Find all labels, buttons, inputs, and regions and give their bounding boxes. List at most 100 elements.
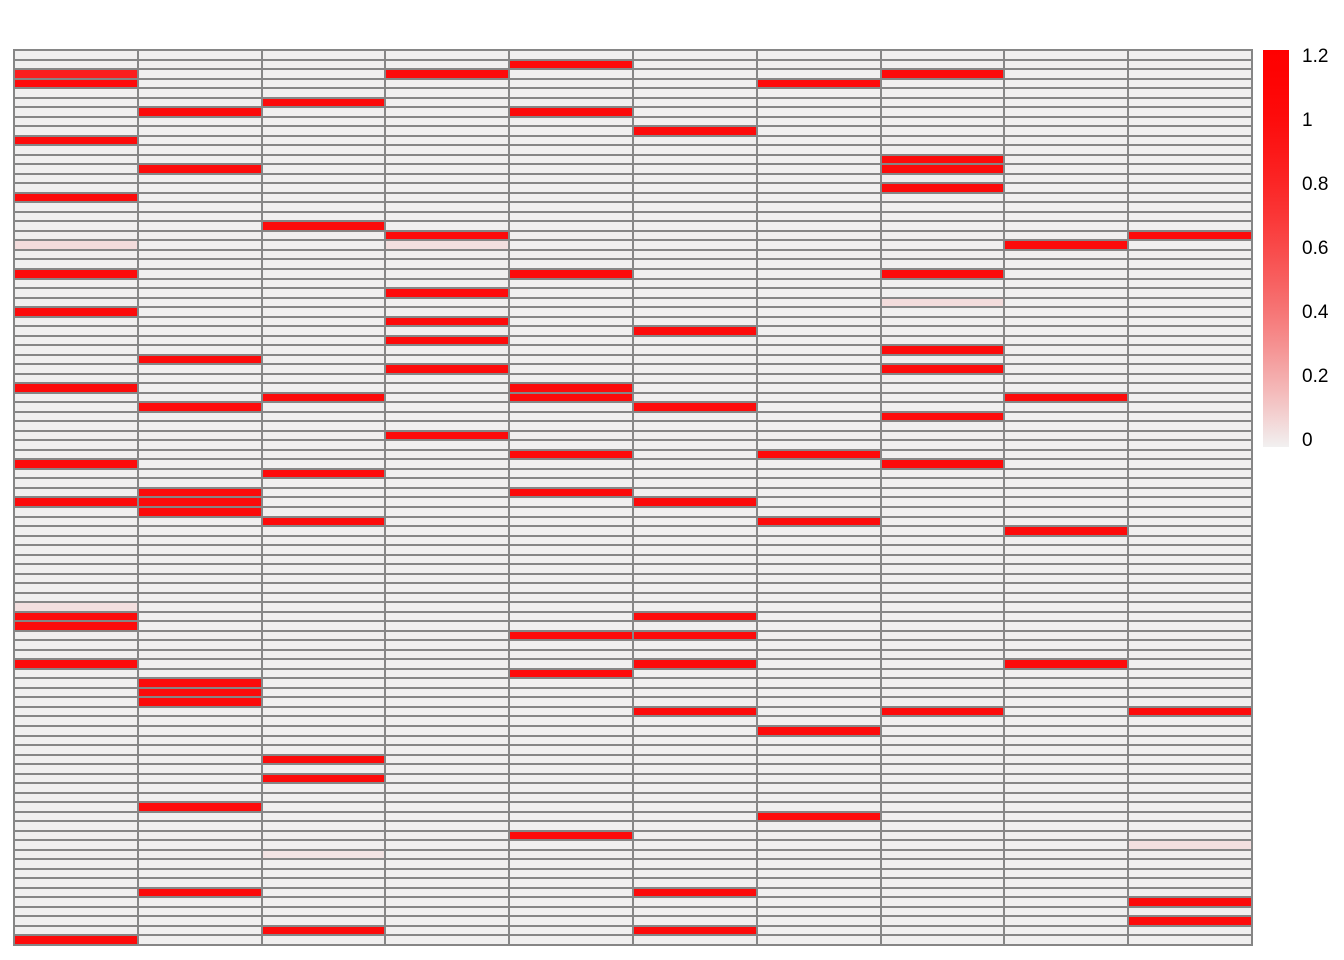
- colorbar-legend: 1.2 1 0.8 0.6 0.4 0.2 0: [1263, 47, 1328, 450]
- heatmap-cell: [510, 431, 632, 440]
- heatmap-cell: [138, 746, 261, 754]
- heatmap-cell: [386, 174, 509, 183]
- heatmap-cell: [1005, 365, 1128, 373]
- heatmap-cell: [1005, 336, 1128, 345]
- heatmap-cell: [881, 736, 1004, 745]
- heatmap-cell: [138, 926, 261, 935]
- heatmap-cell: [510, 412, 632, 421]
- heatmap-cell-value: [386, 231, 509, 240]
- heatmap-cell: [1005, 127, 1128, 135]
- heatmap-cell: [510, 527, 632, 535]
- heatmap-cell: [1005, 822, 1128, 830]
- heatmap-cell: [1005, 308, 1128, 316]
- heatmap-cell: [262, 250, 385, 259]
- heatmap-cell: [15, 89, 137, 97]
- heatmap-cell-value: [262, 755, 385, 764]
- heatmap-cell: [634, 574, 756, 583]
- heatmap-cell: [1005, 441, 1128, 449]
- heatmap-cell: [1129, 384, 1251, 392]
- heatmap-cell: [15, 831, 137, 840]
- heatmap-cell: [634, 669, 756, 678]
- heatmap-cell: [1129, 812, 1251, 821]
- heatmap-cell: [757, 574, 880, 583]
- heatmap-cell: [634, 841, 756, 849]
- heatmap-cell: [386, 146, 509, 154]
- heatmap-cell: [510, 89, 632, 97]
- heatmap-cell: [386, 565, 509, 573]
- heatmap-cell: [386, 622, 509, 630]
- heatmap-cell: [881, 193, 1004, 202]
- heatmap-cell: [1005, 431, 1128, 440]
- heatmap-cell: [634, 603, 756, 611]
- heatmap-cell: [1129, 936, 1251, 944]
- heatmap-cell: [15, 108, 137, 116]
- heatmap-cell: [15, 174, 137, 183]
- heatmap-cell: [386, 155, 509, 164]
- heatmap-cell: [1005, 222, 1128, 230]
- heatmap-cell: [262, 412, 385, 421]
- heatmap-cell: [757, 422, 880, 430]
- heatmap-cell: [1129, 260, 1251, 268]
- heatmap-cell: [1005, 70, 1128, 78]
- heatmap-cell: [1129, 79, 1251, 88]
- heatmap-cell: [262, 269, 385, 278]
- colorbar-tick-label: 0.8: [1302, 174, 1329, 196]
- heatmap-cell: [634, 546, 756, 554]
- heatmap-cell-value: [881, 412, 1004, 421]
- heatmap-cell: [881, 546, 1004, 554]
- heatmap-cell: [15, 822, 137, 830]
- heatmap-cell: [386, 517, 509, 526]
- heatmap-cell: [634, 279, 756, 288]
- heatmap-cell: [757, 98, 880, 107]
- heatmap-cell: [1129, 269, 1251, 278]
- heatmap-cell: [15, 165, 137, 173]
- heatmap-cell: [881, 850, 1004, 859]
- heatmap-cell: [634, 412, 756, 421]
- heatmap-cell: [757, 860, 880, 868]
- heatmap-cell: [1129, 698, 1251, 706]
- heatmap-cell: [757, 536, 880, 545]
- heatmap-cell: [386, 669, 509, 678]
- heatmap-cell: [262, 869, 385, 878]
- heatmap-cell: [15, 508, 137, 516]
- heatmap-cell: [634, 79, 756, 88]
- heatmap-cell: [138, 536, 261, 545]
- heatmap-cell: [386, 441, 509, 449]
- heatmap-cell: [138, 660, 261, 668]
- heatmap-cell-value: [386, 317, 509, 326]
- heatmap-cell-value: [634, 660, 756, 668]
- heatmap-cell: [138, 898, 261, 906]
- heatmap-cell: [386, 165, 509, 173]
- heatmap-cell: [881, 755, 1004, 764]
- heatmap-cell: [881, 917, 1004, 925]
- heatmap-cell-value: [510, 393, 632, 402]
- heatmap-cell: [510, 203, 632, 211]
- heatmap-cell: [1129, 193, 1251, 202]
- heatmap-cell: [262, 765, 385, 773]
- heatmap-cell: [634, 898, 756, 906]
- heatmap-cell: [386, 679, 509, 687]
- heatmap-cell: [1129, 850, 1251, 859]
- heatmap-cell-value: [881, 365, 1004, 373]
- heatmap-cell-value: [634, 631, 756, 640]
- heatmap-cell: [881, 898, 1004, 906]
- heatmap-cell: [1129, 593, 1251, 602]
- heatmap-cell: [262, 127, 385, 135]
- heatmap-cell: [510, 260, 632, 268]
- heatmap-cell-value: [881, 155, 1004, 164]
- heatmap-cell-value: [634, 498, 756, 507]
- heatmap-cell: [757, 441, 880, 449]
- heatmap-cell: [634, 51, 756, 59]
- heatmap-cell-value: [1005, 527, 1128, 535]
- heatmap-cell-value: [881, 346, 1004, 354]
- heatmap-cell: [634, 679, 756, 687]
- heatmap-cell: [881, 146, 1004, 154]
- heatmap-cell: [757, 907, 880, 916]
- heatmap-cell: [1005, 51, 1128, 59]
- heatmap-cell: [634, 460, 756, 468]
- heatmap-cell: [262, 907, 385, 916]
- heatmap-cell: [15, 279, 137, 288]
- heatmap-cell: [1129, 469, 1251, 478]
- heatmap-cell: [510, 869, 632, 878]
- heatmap-cell: [757, 774, 880, 783]
